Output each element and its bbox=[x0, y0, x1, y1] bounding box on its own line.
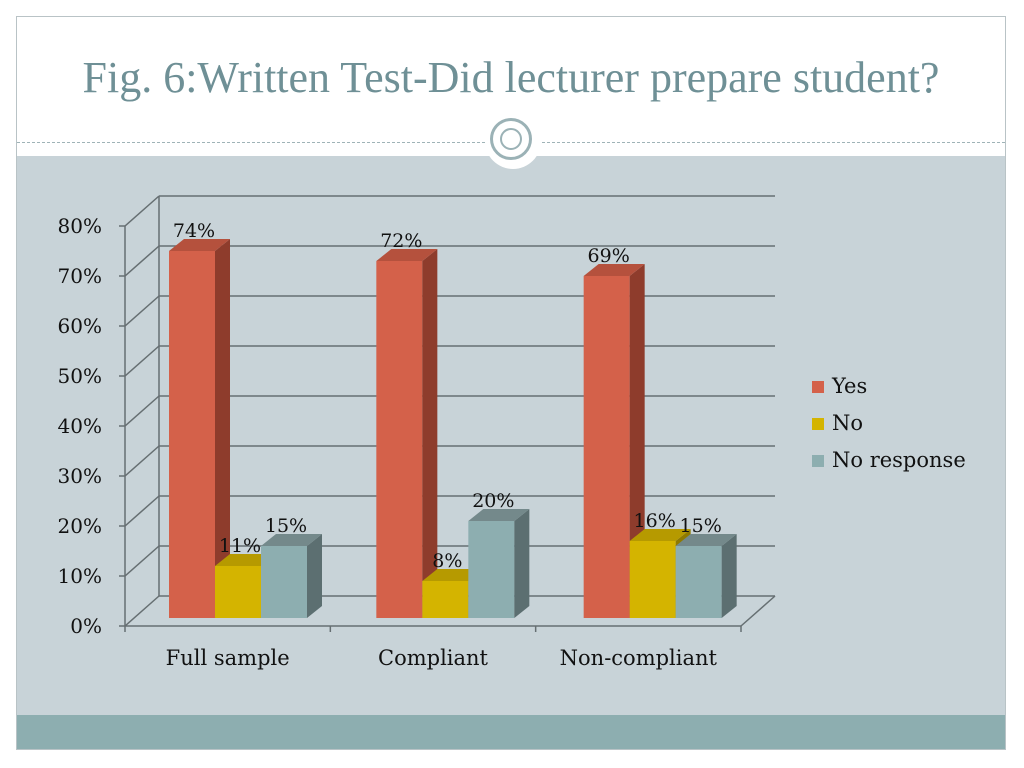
bar-side bbox=[422, 249, 438, 618]
gridline-side bbox=[124, 245, 160, 277]
chart-labels: 0%10%20%30%40%50%60%70%80% 74%11%15%Full … bbox=[58, 214, 722, 670]
y-tick-label: 10% bbox=[58, 564, 102, 588]
data-label: 20% bbox=[472, 490, 514, 512]
bar-top bbox=[629, 529, 691, 541]
chart-bars bbox=[169, 239, 737, 618]
gridline-side bbox=[124, 445, 160, 477]
bar-top bbox=[675, 534, 737, 546]
bar-no-response bbox=[468, 521, 515, 618]
data-label: 69% bbox=[588, 245, 630, 267]
bar-no-response bbox=[261, 546, 307, 618]
bar-side bbox=[514, 509, 530, 618]
bar-no bbox=[215, 566, 261, 618]
gridline-side bbox=[124, 495, 160, 527]
category-label: Full sample bbox=[166, 646, 290, 670]
legend-swatch bbox=[812, 381, 824, 393]
legend-swatch bbox=[812, 455, 824, 467]
bar-top bbox=[376, 249, 438, 261]
slide-title: Fig. 6:Written Test-Did lecturer prepare… bbox=[82, 53, 940, 102]
bar-side bbox=[721, 534, 737, 618]
y-tick-label: 80% bbox=[58, 214, 102, 238]
chart-axes bbox=[119, 196, 776, 632]
bar-side bbox=[215, 239, 230, 618]
data-label: 16% bbox=[634, 510, 676, 532]
legend-label: No response bbox=[832, 448, 966, 472]
bar-side bbox=[629, 264, 645, 618]
bar-top bbox=[583, 264, 645, 276]
bar-top bbox=[169, 239, 230, 251]
bar-yes bbox=[169, 251, 215, 618]
chart-legend: Yes No No response bbox=[812, 374, 966, 472]
data-label: 15% bbox=[680, 515, 722, 537]
data-label: 8% bbox=[432, 550, 462, 572]
bar-no bbox=[422, 581, 469, 618]
bar-yes bbox=[376, 261, 423, 618]
footer-bar bbox=[17, 715, 1005, 749]
data-label: 15% bbox=[265, 515, 307, 537]
bar-top bbox=[422, 569, 484, 581]
gridline-side bbox=[124, 395, 160, 427]
bar-top bbox=[468, 509, 530, 521]
data-label: 11% bbox=[219, 535, 261, 557]
gridline-side bbox=[124, 195, 160, 227]
bar-no bbox=[629, 541, 676, 618]
bar-side bbox=[307, 534, 322, 618]
gridline-side bbox=[124, 345, 160, 377]
x-axis-side bbox=[740, 595, 776, 627]
bar-no-response bbox=[675, 546, 722, 618]
category-label: Compliant bbox=[378, 646, 489, 670]
y-tick-label: 30% bbox=[58, 464, 102, 488]
ring-ornament bbox=[490, 118, 532, 160]
legend-label: No bbox=[832, 411, 863, 435]
data-label: 74% bbox=[173, 220, 215, 242]
legend-swatch bbox=[812, 418, 824, 430]
y-tick-label: 0% bbox=[70, 614, 102, 638]
y-tick-label: 50% bbox=[58, 364, 102, 388]
y-tick-label: 20% bbox=[58, 514, 102, 538]
data-label: 72% bbox=[380, 230, 422, 252]
y-tick-label: 40% bbox=[58, 414, 102, 438]
ring-ornament-inner bbox=[500, 128, 522, 150]
gridline-side bbox=[124, 595, 160, 627]
bar-top bbox=[261, 534, 322, 546]
gridline-side bbox=[124, 545, 160, 577]
bar-yes bbox=[583, 276, 630, 618]
category-label: Non-compliant bbox=[560, 646, 718, 670]
legend-label: Yes bbox=[831, 374, 867, 398]
y-tick-label: 60% bbox=[58, 314, 102, 338]
bar-top bbox=[215, 554, 276, 566]
gridline-side bbox=[124, 295, 160, 327]
y-tick-label: 70% bbox=[58, 264, 102, 288]
